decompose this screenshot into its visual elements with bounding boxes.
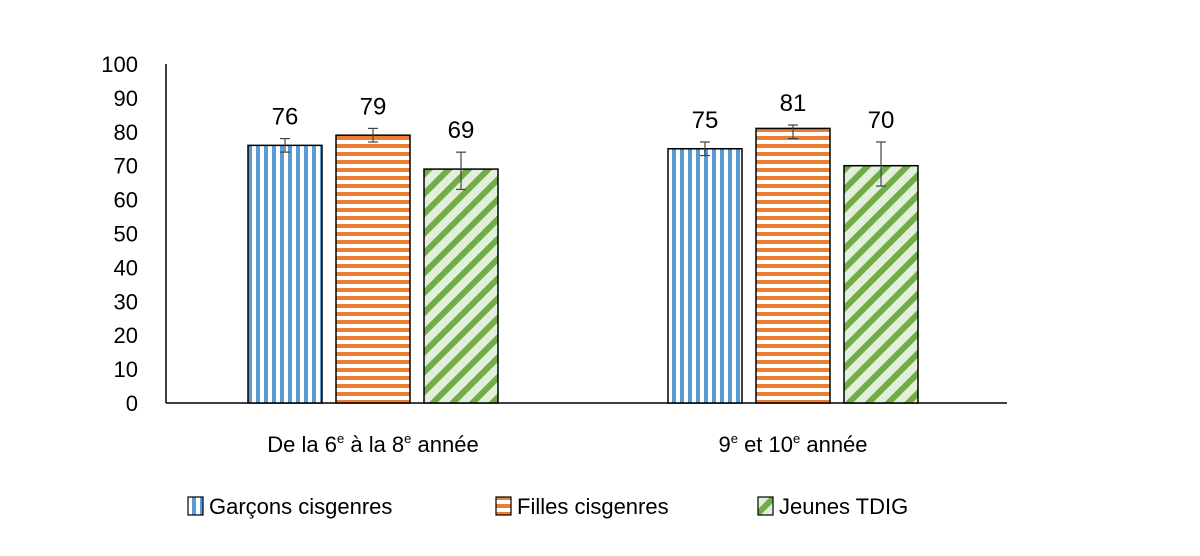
y-tick-label: 60 xyxy=(114,188,138,213)
category-label: 9e et 10e année xyxy=(718,431,867,457)
y-tick-label: 70 xyxy=(114,154,138,179)
legend-swatch xyxy=(495,496,512,516)
data-labels: 76 75 79 81 69 70 xyxy=(272,90,895,144)
bar-1-2 xyxy=(667,148,743,404)
y-tick-label: 0 xyxy=(126,391,138,416)
legend: Garçons cisgenres Filles cisgenres Jeunes … xyxy=(187,494,908,519)
data-label: 70 xyxy=(868,107,895,134)
bar-3-2 xyxy=(843,164,919,404)
data-label: 69 xyxy=(448,117,475,144)
category-label: De la 6e à la 8e année xyxy=(267,431,478,457)
legend-swatch xyxy=(187,496,204,516)
data-label: 81 xyxy=(780,90,807,117)
bars xyxy=(247,124,919,404)
data-label: 79 xyxy=(360,93,387,120)
y-tick-label: 10 xyxy=(114,357,138,382)
axes: 0 10 20 30 40 50 60 70 80 90 100 De la 6e à la 8e a… xyxy=(101,52,1007,457)
bar-2-2 xyxy=(755,127,831,404)
legend-label: Filles cisgenres xyxy=(517,494,669,519)
y-tick-label: 50 xyxy=(114,222,138,247)
data-label: 75 xyxy=(692,107,719,134)
y-tick-label: 20 xyxy=(114,323,138,348)
bar-1-1 xyxy=(247,144,323,404)
bar-2-1 xyxy=(335,134,411,404)
y-tick-label: 30 xyxy=(114,289,138,314)
y-tick-label: 80 xyxy=(114,120,138,145)
data-label: 76 xyxy=(272,104,299,131)
legend-swatch xyxy=(757,496,774,516)
y-tick-label: 40 xyxy=(114,255,138,280)
y-tick-label: 100 xyxy=(101,52,138,77)
legend-label: Jeunes TDIG xyxy=(779,494,908,519)
bar-3-1 xyxy=(423,168,499,404)
y-tick-label: 90 xyxy=(114,86,138,111)
legend-label: Garçons cisgenres xyxy=(209,494,392,519)
